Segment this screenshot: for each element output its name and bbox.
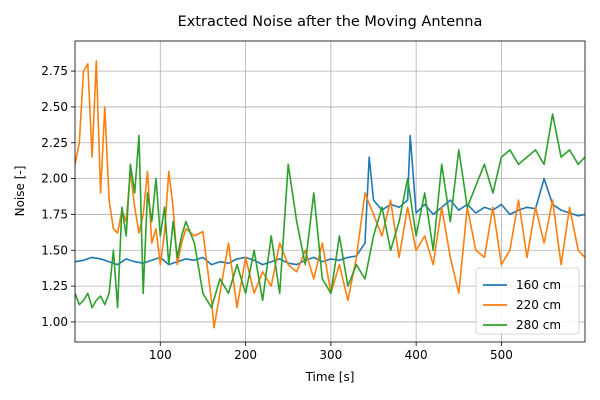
y-tick-label: 1.50 xyxy=(41,243,68,257)
x-tick-label: 500 xyxy=(490,348,513,362)
x-tick-label: 100 xyxy=(149,348,172,362)
y-tick-label: 2.00 xyxy=(41,172,68,186)
x-tick-label: 200 xyxy=(234,348,257,362)
plot-area xyxy=(75,60,585,329)
grid xyxy=(75,41,585,342)
chart-title: Extracted Noise after the Moving Antenna xyxy=(178,14,483,30)
axes-frame xyxy=(74,40,586,343)
series-line-280-cm xyxy=(75,113,585,309)
legend-label: 220 cm xyxy=(516,298,561,312)
y-tick-label: 2.50 xyxy=(41,100,68,114)
x-tick-label: 300 xyxy=(319,348,342,362)
legend-label: 280 cm xyxy=(516,318,561,332)
legend: 160 cm 220 cm 280 cm xyxy=(475,267,580,335)
x-axis: 100 200 300 400 500 xyxy=(149,342,513,362)
series-line-160-cm xyxy=(75,134,585,266)
y-tick-label: 1.75 xyxy=(41,207,68,221)
y-tick-label: 2.25 xyxy=(41,136,68,150)
y-tick-label: 1.25 xyxy=(41,279,68,293)
y-tick-label: 2.75 xyxy=(41,64,68,78)
y-axis-label: Noise [-] xyxy=(13,166,27,217)
y-tick-label: 1.00 xyxy=(41,315,68,329)
y-axis: 1.00 1.25 1.50 1.75 2.00 2.25 2.50 2.75 xyxy=(41,64,75,329)
x-axis-label: Time [s] xyxy=(305,370,355,384)
legend-label: 160 cm xyxy=(516,278,561,292)
x-tick-label: 400 xyxy=(405,348,428,362)
